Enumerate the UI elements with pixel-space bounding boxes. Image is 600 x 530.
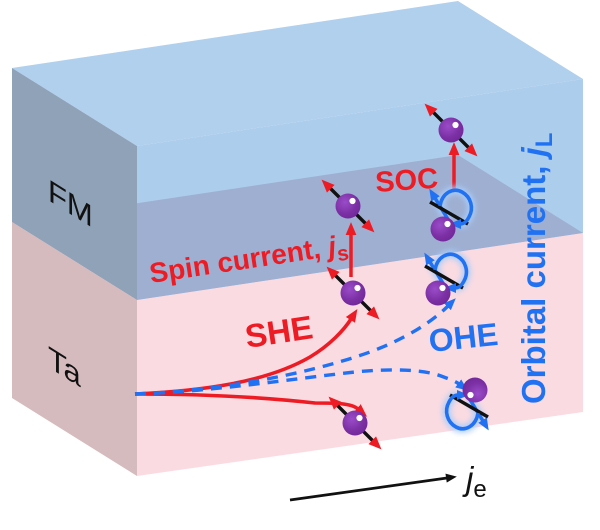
soc-label: SOC bbox=[374, 163, 439, 199]
ohe-downward-orbital-deflection-arrow bbox=[134, 368, 468, 396]
fm-side-face bbox=[12, 68, 137, 300]
charge-current-label: je bbox=[462, 460, 487, 503]
charge-current-arrow bbox=[289, 473, 457, 502]
orbital-current-label: Orbital current, jL bbox=[515, 133, 558, 404]
she-downward-spin-deflection-arrow bbox=[134, 392, 368, 417]
fm-top-face bbox=[12, 1, 583, 146]
ohe-label: OHE bbox=[427, 316, 500, 359]
ta-side-face bbox=[12, 222, 137, 476]
fm-ta-interface-plane bbox=[12, 155, 583, 300]
